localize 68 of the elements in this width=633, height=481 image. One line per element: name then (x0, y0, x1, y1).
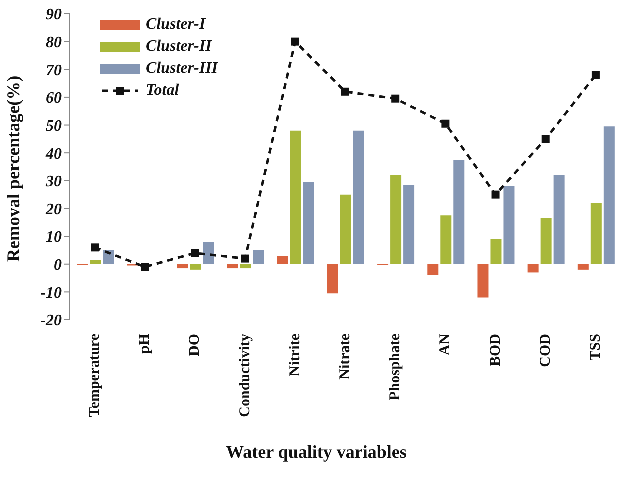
point (141, 263, 150, 272)
x-tick-label: BOD (488, 334, 504, 367)
bar (277, 256, 288, 264)
point (492, 190, 500, 199)
bar (327, 264, 338, 294)
point (291, 38, 300, 46)
bar (227, 264, 238, 269)
y-tick-label: 90 (46, 6, 62, 24)
x-axis-title: Water quality variables (225, 442, 408, 463)
y-tick-label: 40 (45, 146, 62, 163)
y-tick-label: 80 (46, 34, 62, 52)
point (342, 88, 350, 96)
point (442, 120, 450, 128)
legend-label: Total (146, 82, 180, 100)
bar (190, 264, 202, 270)
y-tick-label: -10 (40, 284, 62, 302)
x-tick-label: TSS (588, 334, 604, 361)
x-tick-label: Conductivity (237, 334, 254, 418)
y-tick-label: 10 (46, 229, 62, 246)
y-tick-label: 30 (45, 174, 62, 191)
bar (390, 175, 402, 264)
legend-label: Cluster-I (146, 16, 206, 34)
bar (428, 264, 439, 276)
bar (490, 239, 502, 264)
bar (103, 250, 114, 264)
bar (604, 126, 615, 264)
bar (578, 264, 589, 270)
point (241, 254, 250, 263)
y-axis-title: Removal percentage(%) (3, 76, 24, 262)
bar (303, 182, 314, 264)
x-tick-label: Nitrite (287, 334, 304, 376)
x-tick-label: COD (538, 334, 554, 368)
y-tick-label: 20 (45, 201, 62, 218)
bar (454, 160, 465, 264)
bar (440, 216, 452, 264)
x-tick-label: Phosphate (388, 334, 404, 401)
y-tick-label: 50 (46, 118, 62, 135)
bar (290, 130, 302, 264)
bar (353, 130, 364, 264)
point (191, 249, 200, 258)
bar (478, 264, 489, 298)
bar (554, 175, 565, 264)
bar (240, 264, 252, 269)
bar (504, 186, 515, 264)
x-tick-label: DO (187, 334, 204, 356)
y-tick-label: 70 (46, 62, 62, 80)
x-tick-label: pH (137, 334, 154, 354)
bar (253, 250, 264, 264)
bar (528, 264, 539, 273)
x-tick-label: Nitrate (338, 334, 354, 380)
bar (90, 260, 101, 264)
x-tick-label: AN (438, 334, 454, 356)
point (392, 94, 400, 103)
bar (540, 218, 552, 264)
bar (590, 203, 602, 264)
bar (203, 242, 214, 264)
y-tick-label: 60 (46, 90, 62, 108)
legend-label: Cluster-III (146, 60, 218, 78)
point (542, 135, 550, 144)
y-tick-label: -20 (40, 312, 62, 330)
bar (340, 194, 352, 264)
bar (177, 264, 188, 269)
legend-label: Cluster-II (146, 38, 212, 56)
point (592, 71, 600, 80)
bar (404, 185, 415, 264)
y-tick-label: 0 (54, 257, 62, 274)
x-tick-label: Temperature (87, 334, 104, 418)
point (91, 244, 100, 252)
